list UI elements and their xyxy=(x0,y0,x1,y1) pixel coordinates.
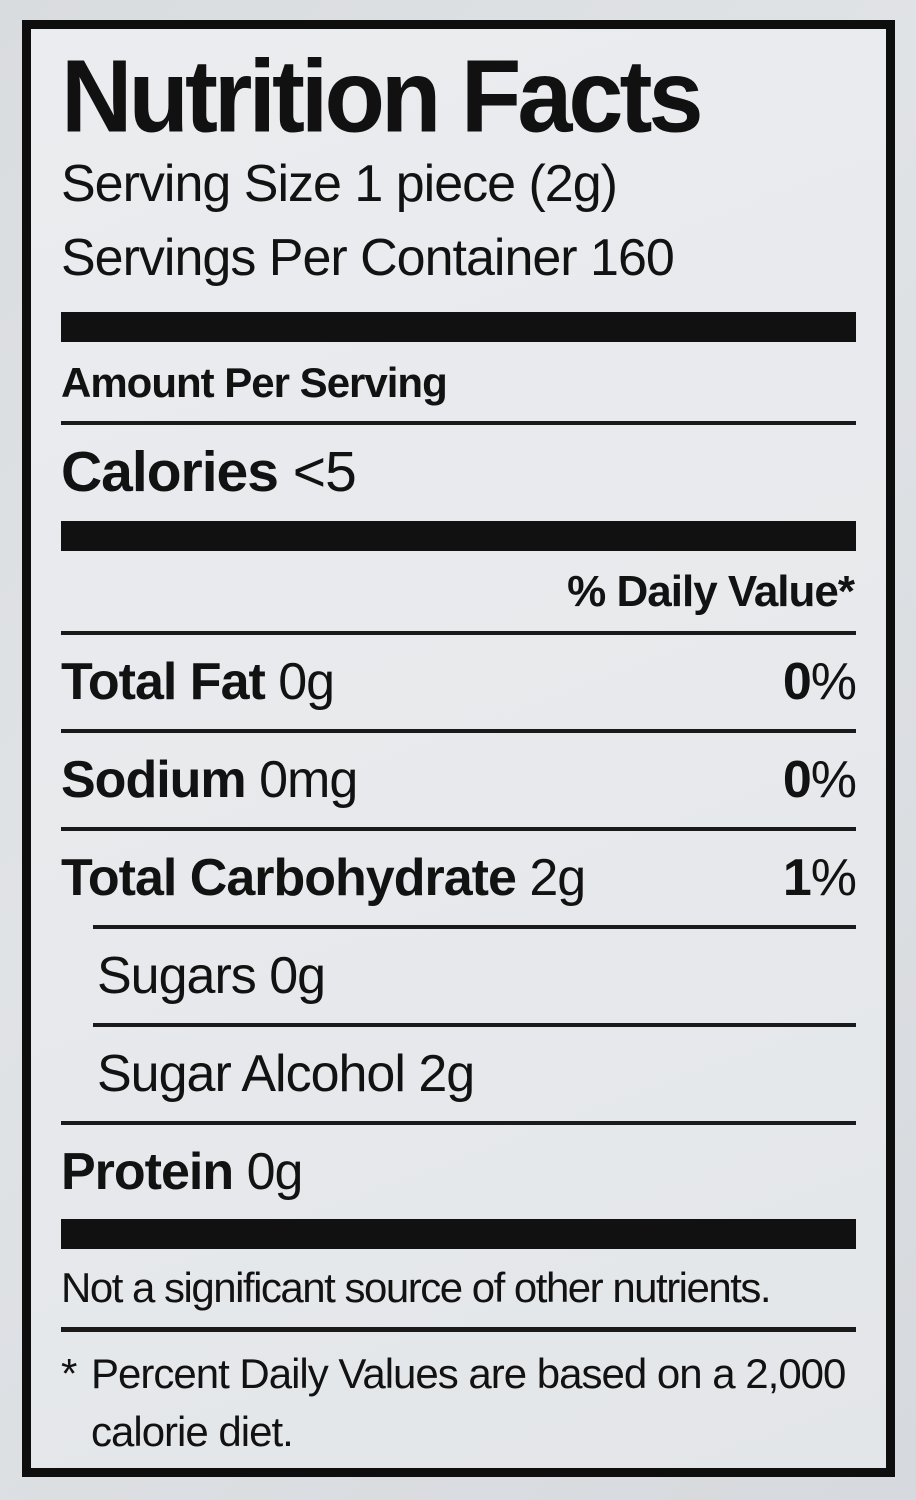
nutrient-amount: 0g xyxy=(255,946,326,1005)
divider-rule xyxy=(61,1326,856,1332)
nutrient-amount: 0g xyxy=(264,652,335,711)
nutrient-name: Protein xyxy=(61,1142,234,1201)
nutrient-row-total-carbohydrate: Total Carbohydrate 2g 1% xyxy=(61,831,857,925)
nutrient-amount: 2g xyxy=(515,848,586,907)
other-nutrients-note: Not a significant source of other nutrie… xyxy=(61,1263,772,1311)
calories-value: <5 xyxy=(292,439,357,504)
nutrient-row-protein: Protein 0g xyxy=(61,1125,856,1219)
divider-thick-bar xyxy=(61,311,856,342)
divider-rule xyxy=(61,420,856,425)
nutrient-row-sodium: Sodium 0mg 0% xyxy=(61,733,857,827)
nutrient-name: Sugar Alcohol xyxy=(97,1044,406,1103)
serving-size-line: Serving Size 1 piece (2g) xyxy=(61,154,618,213)
divider-thick-bar xyxy=(61,520,856,551)
divider-rule xyxy=(61,630,856,635)
divider-rule xyxy=(61,1120,856,1125)
nutrient-name: Sugars xyxy=(97,946,257,1005)
nutrient-row-sugars: Sugars 0g xyxy=(61,929,856,1023)
divider-rule xyxy=(93,924,856,929)
footnote-asterisk: * xyxy=(61,1349,77,1397)
calories-label: Calories xyxy=(61,439,279,504)
nutrient-amount: 0mg xyxy=(245,750,358,809)
nutrient-row-sugar-alcohol: Sugar Alcohol 2g xyxy=(61,1027,856,1121)
divider-rule xyxy=(93,1022,856,1027)
footnote-text: Percent Daily Values are based on a 2,00… xyxy=(91,1349,846,1455)
amount-per-serving-heading: Amount Per Serving xyxy=(61,358,448,406)
divider-rule xyxy=(61,728,856,733)
label-title: Nutrition Facts xyxy=(61,37,704,154)
divider-rule xyxy=(61,826,856,831)
nutrient-amount: 2g xyxy=(404,1044,475,1103)
calories-row: Calories <5 xyxy=(61,425,856,521)
divider-thick-bar xyxy=(61,1218,856,1249)
daily-value-footnote: * Percent Daily Values are based on a 2,… xyxy=(61,1332,856,1461)
servings-per-container-line: Servings Per Container 160 xyxy=(61,228,675,287)
nutrient-name: Sodium xyxy=(61,750,247,809)
nutrient-name: Total Carbohydrate xyxy=(61,848,517,907)
nutrient-amount: 0g xyxy=(233,1142,304,1201)
nutrient-name: Total Fat xyxy=(61,652,266,711)
nutrient-row-total-fat: Total Fat 0g 0% xyxy=(61,635,857,729)
nutrient-daily-value: 0% xyxy=(782,750,857,809)
nutrition-facts-label: Nutrition Facts Serving Size 1 piece (2g… xyxy=(22,20,895,1477)
nutrient-daily-value: 1% xyxy=(782,848,857,907)
daily-value-header: % Daily Value* xyxy=(567,566,855,616)
nutrient-rows: Total Fat 0g 0% Sodium 0mg 0% Total Carbohyd… xyxy=(61,635,857,1219)
nutrient-daily-value: 0% xyxy=(782,652,857,711)
